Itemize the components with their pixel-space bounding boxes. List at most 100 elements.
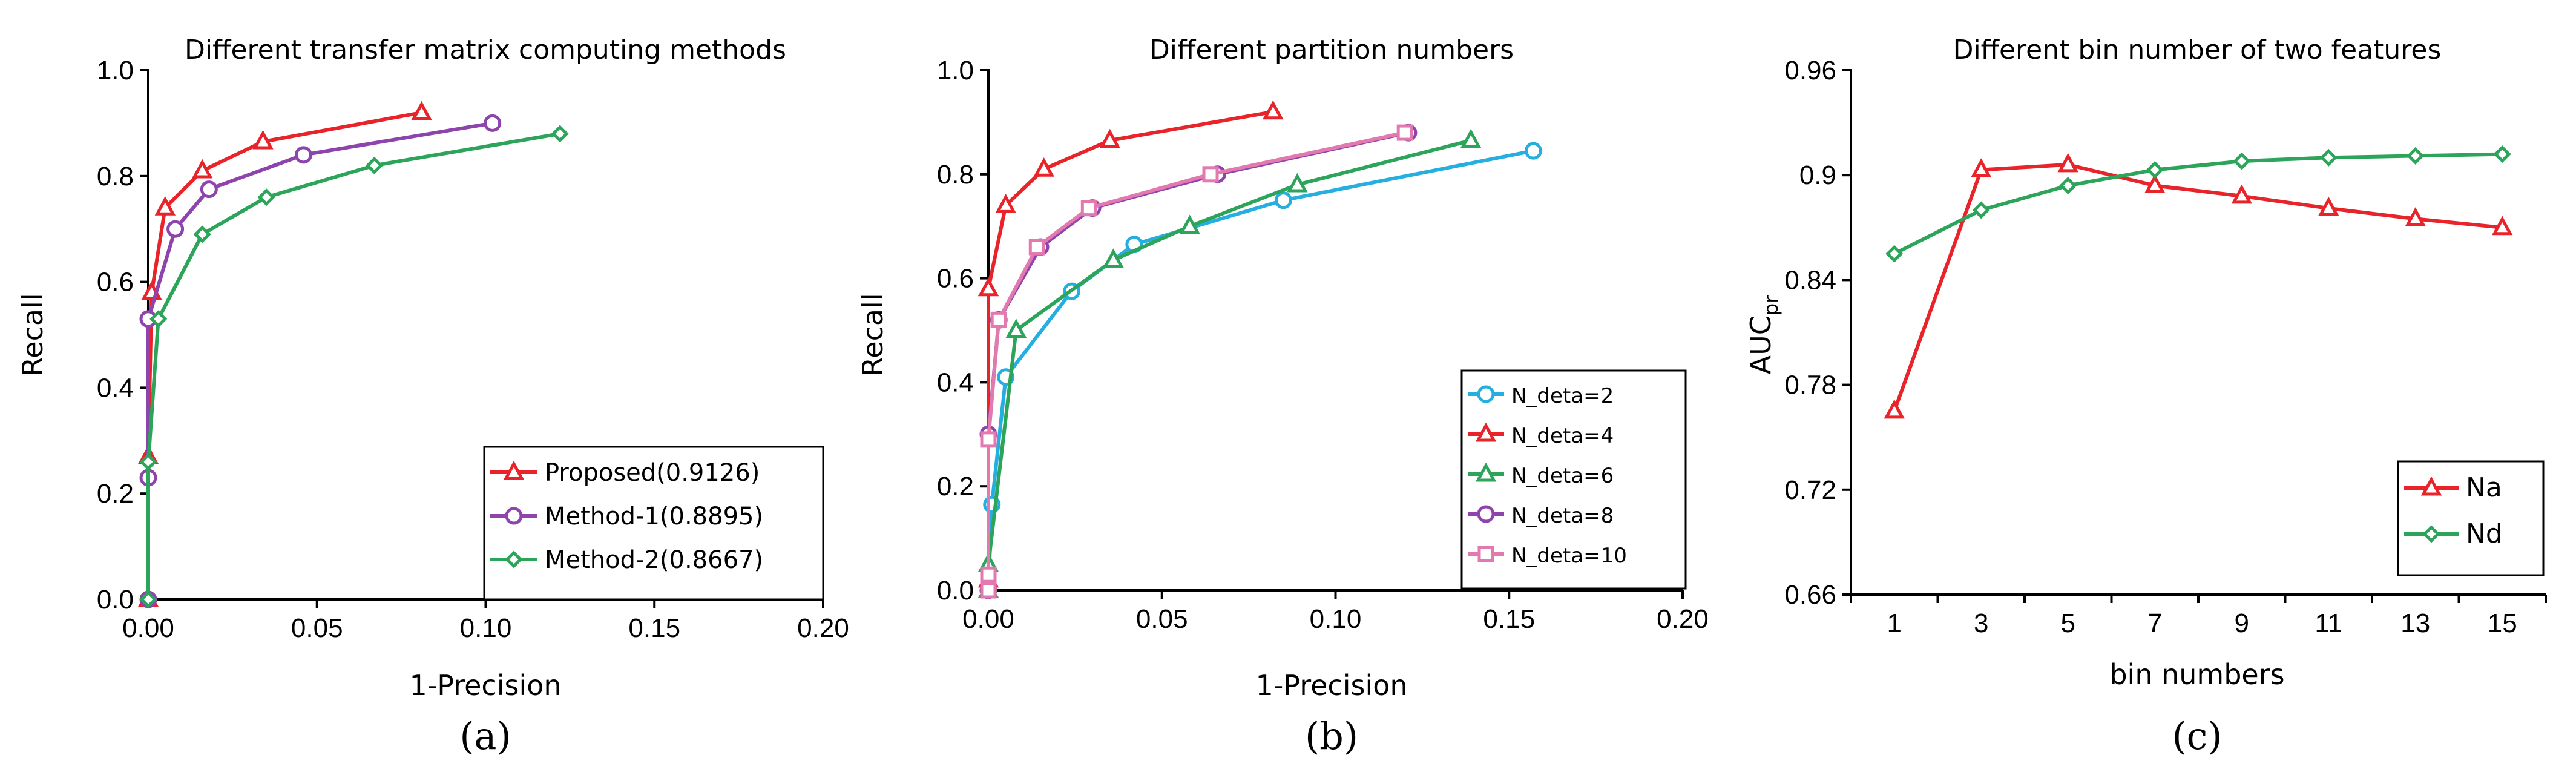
- data-point-Na: [2057, 153, 2078, 173]
- data-point-Na: [2405, 207, 2426, 226]
- x-tick-label: 0.10: [460, 613, 512, 643]
- legend: Na Nd: [2397, 460, 2545, 576]
- legend-marker: [1477, 546, 1494, 562]
- x-tick-label: 1: [1887, 608, 1902, 638]
- data-point-Nd: [1885, 245, 1904, 263]
- data-point-Proposed(0.9126): [411, 101, 432, 120]
- data-point-N_deta=6: [1103, 248, 1124, 268]
- data-point-N_deta=2: [1274, 191, 1292, 209]
- data-point-Nd: [1972, 201, 1990, 219]
- subfigure-label: (b): [1305, 714, 1358, 758]
- data-point-Proposed(0.9126): [192, 159, 213, 179]
- data-point-N_deta=10: [1080, 200, 1097, 217]
- series-line-Na: [1892, 162, 2503, 412]
- legend-label: Method-2(0.8667): [545, 546, 763, 574]
- legend-label: Nd: [2466, 518, 2503, 549]
- x-tick-label: 0.15: [628, 613, 680, 643]
- y-tick-label: 0.66: [1784, 580, 1836, 610]
- legend-label: N_deta=6: [1511, 464, 1614, 488]
- x-tick-label: 11: [2315, 608, 2342, 638]
- series-line-N_deta=6: [987, 139, 1471, 590]
- legend-marker: [1475, 422, 1497, 442]
- legend-marker: [1475, 462, 1497, 482]
- data-point-Na: [2492, 216, 2513, 236]
- data-point-N_deta=4: [1099, 128, 1120, 148]
- x-axis-label: 1-Precision: [1255, 669, 1407, 702]
- y-tick-label: 0.6: [97, 268, 134, 297]
- data-point-Nd: [2407, 147, 2425, 165]
- chart-title: Different bin number of two features: [1953, 35, 2442, 65]
- legend-marker: [2420, 476, 2442, 496]
- data-point-Nd: [2146, 161, 2164, 179]
- data-point-Na: [2318, 196, 2339, 216]
- series-line-Method-1(0.8895): [146, 121, 493, 599]
- data-point-Na: [1884, 399, 1905, 419]
- x-tick-label: 15: [2488, 608, 2517, 638]
- y-tick-label: 1.0: [937, 56, 974, 85]
- y-axis-label: Recall: [856, 293, 889, 376]
- y-tick-label: 0.2: [937, 472, 974, 501]
- legend-box: [483, 446, 824, 601]
- legend-marker: [1477, 385, 1495, 403]
- y-tick-label: 0.0: [937, 576, 974, 605]
- x-tick-label: 0.10: [1310, 604, 1362, 634]
- data-point-N_deta=10: [1396, 124, 1413, 141]
- subfigure-label: (a): [459, 714, 511, 758]
- data-point-N_deta=2: [1524, 142, 1542, 160]
- y-tick-label: 0.4: [97, 373, 134, 403]
- data-point-N_deta=4: [978, 277, 999, 297]
- x-axis-label: 1-Precision: [409, 669, 561, 702]
- data-point-Nd: [2233, 152, 2251, 170]
- legend-label: N_deta=8: [1511, 504, 1614, 528]
- data-point-Proposed(0.9126): [252, 130, 274, 150]
- series-line-N_deta=2: [987, 149, 1534, 591]
- legend-label: Method-1(0.8895): [545, 503, 763, 530]
- y-axis-label: AUCpr: [1744, 295, 1782, 375]
- series-line-N_deta=10: [987, 131, 1405, 590]
- panel-b-chart: Different partition numbers 0.0 0.2 0.4 0.6 0…: [856, 35, 1709, 758]
- data-point-Method-1(0.8895): [484, 114, 502, 132]
- data-point-N_deta=6: [1179, 214, 1200, 234]
- series-line-N_deta=4: [987, 110, 1273, 590]
- y-tick-label: 0.78: [1784, 371, 1836, 400]
- data-point-Method-2(0.8667): [150, 310, 168, 328]
- y-axis-label: Recall: [16, 293, 49, 376]
- legend-label: Na: [2466, 472, 2502, 503]
- data-point-N_deta=10: [980, 566, 997, 583]
- data-point-N_deta=4: [1033, 157, 1054, 177]
- data-point-Na: [1971, 158, 1992, 178]
- y-tick-label: 0.84: [1784, 265, 1836, 295]
- series-line-N_deta=8: [987, 131, 1409, 590]
- data-point-Na: [2231, 184, 2252, 204]
- y-tick-label: 0.9: [1799, 160, 1836, 190]
- legend-marker: [2422, 525, 2440, 543]
- data-point-N_deta=10: [980, 582, 997, 599]
- y-tick-label: 0.4: [937, 368, 974, 397]
- legend-label: Proposed(0.9126): [545, 459, 760, 487]
- data-point-Na: [2144, 174, 2166, 194]
- legend-label: N_deta=2: [1511, 384, 1614, 408]
- x-tick-label: 0.20: [797, 613, 849, 643]
- legend-label: N_deta=10: [1511, 544, 1627, 568]
- data-point-Proposed(0.9126): [154, 196, 176, 216]
- series-line-Proposed(0.9126): [146, 110, 422, 599]
- data-point-N_deta=6: [1005, 318, 1027, 338]
- data-point-N_deta=10: [980, 431, 997, 448]
- data-point-Method-2(0.8667): [551, 125, 569, 143]
- y-axis-label-main: AUC: [1744, 315, 1777, 374]
- x-tick-label: 5: [2061, 608, 2075, 638]
- legend-marker: [503, 460, 525, 480]
- y-tick-label: 0.0: [97, 585, 134, 615]
- data-point-Method-2(0.8667): [139, 453, 157, 471]
- data-point-Nd: [2493, 145, 2511, 163]
- x-tick-label: 0.20: [1657, 604, 1709, 634]
- data-point-Method-1(0.8895): [166, 220, 185, 238]
- x-tick-label: 0.15: [1483, 604, 1535, 634]
- y-axis-label-subscript: pr: [1760, 295, 1782, 315]
- x-tick-label: 0.00: [122, 613, 174, 643]
- y-tick-label: 1.0: [97, 56, 134, 85]
- x-tick-label: 0.00: [962, 604, 1014, 634]
- y-tick-label: 0.8: [97, 162, 134, 191]
- y-tick-label: 0.96: [1784, 56, 1836, 85]
